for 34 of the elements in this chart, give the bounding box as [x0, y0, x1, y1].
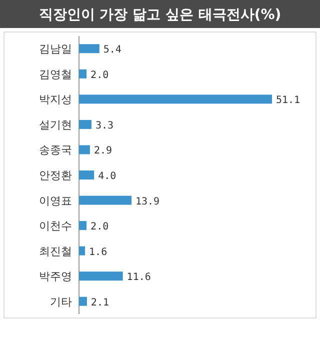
data-label: 2.9 [94, 146, 112, 157]
bar [79, 44, 100, 54]
data-label: 51.1 [276, 95, 300, 106]
data-label: 2.0 [90, 70, 109, 81]
bar [79, 145, 90, 154]
bar [79, 120, 92, 129]
data-label: 2.0 [90, 222, 109, 233]
bar [79, 196, 132, 205]
y-tick-label: 설기현 [39, 118, 72, 132]
bar [79, 69, 87, 78]
data-label: 3.3 [95, 120, 114, 132]
y-tick-label: 이천수 [39, 220, 72, 233]
data-label: 2.1 [90, 297, 109, 308]
bar [79, 221, 87, 230]
chart-title: 직장인이 가장 닮고 싶은 태극전사(%) [38, 7, 282, 23]
data-label: 11.6 [126, 272, 151, 284]
bar [79, 246, 86, 256]
y-tick-label: 박지성 [39, 93, 72, 106]
y-tick-label: 송종국 [39, 144, 72, 157]
data-label: 5.4 [103, 44, 122, 56]
y-tick-label: 박주영 [39, 270, 72, 284]
y-tick-label: 기타 [50, 295, 72, 308]
bar [79, 94, 272, 104]
y-tick-label: 김남일 [39, 42, 72, 56]
data-label: 13.9 [136, 196, 160, 208]
data-label: 4.0 [98, 171, 116, 182]
y-tick-label: 김영철 [39, 68, 72, 81]
data-label: 1.6 [89, 246, 108, 258]
bar [79, 272, 123, 281]
bar [79, 296, 87, 306]
bar [79, 170, 94, 180]
y-tick-label: 최진철 [39, 244, 72, 258]
y-tick-label: 안정환 [39, 169, 72, 182]
y-tick-label: 이영표 [39, 194, 72, 208]
